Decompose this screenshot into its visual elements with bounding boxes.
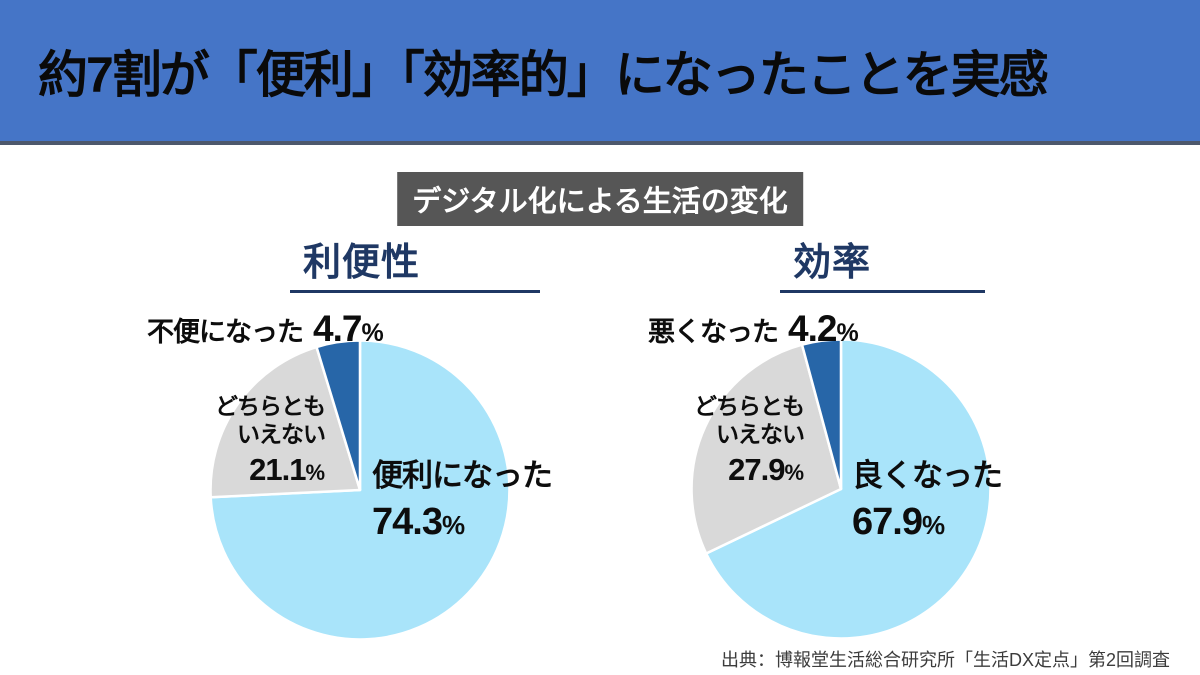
pie-slice: [690, 343, 843, 555]
percent-sign: %: [305, 460, 325, 485]
subtitle-badge: デジタル化による生活の変化: [397, 172, 803, 226]
positive-value: 74.3: [372, 500, 443, 543]
positive-label-text: 便利になった: [372, 458, 553, 493]
label-efficiency-neutral: どちらとも いえない 27.9%: [664, 392, 805, 488]
label-efficiency-positive: 良くなった 67.9%: [852, 458, 1003, 544]
positive-value: 67.9: [852, 500, 923, 543]
chart-title-convenience: 利便性: [290, 242, 540, 293]
negative-value: 4.2: [788, 308, 837, 349]
neutral-label-line1: どちらとも: [694, 393, 805, 419]
pie-slice: [209, 345, 362, 499]
neutral-label-line2: いえない: [716, 421, 805, 447]
negative-label-text: 悪くなった: [648, 317, 779, 347]
label-convenience-neutral: どちらとも いえない 21.1%: [185, 392, 326, 488]
pie-chart-efficiency: [690, 338, 992, 640]
percent-sign: %: [836, 319, 859, 347]
chart-title-efficiency: 効率: [780, 242, 985, 293]
pie-slice: [800, 338, 843, 491]
neutral-label-line1: どちらとも: [215, 393, 326, 419]
neutral-value: 21.1: [249, 452, 306, 487]
pie-slice: [315, 339, 362, 492]
neutral-label-line2: いえない: [237, 421, 326, 447]
header-banner: 約7割が「便利」「効率的」になったことを実感: [0, 0, 1200, 145]
label-convenience-negative: 不便になった 4.7%: [147, 308, 384, 350]
negative-value: 4.7: [313, 308, 362, 349]
label-convenience-positive: 便利になった 74.3%: [372, 458, 553, 544]
pie-chart-convenience: [209, 339, 511, 641]
subtitle-text: デジタル化による生活の変化: [412, 186, 788, 218]
page-title: 約7割が「便利」「効率的」になったことを実感: [38, 46, 1049, 103]
neutral-value: 27.9: [728, 452, 785, 487]
percent-sign: %: [361, 319, 384, 347]
negative-label-text: 不便になった: [147, 317, 304, 347]
percent-sign: %: [784, 460, 804, 485]
percent-sign: %: [921, 509, 946, 540]
source-note: 出典：博報堂生活総合研究所「生活DX定点」第2回調査: [720, 650, 1170, 670]
positive-label-text: 良くなった: [852, 458, 1003, 493]
pie-slice: [704, 338, 992, 640]
label-efficiency-negative: 悪くなった 4.2%: [648, 308, 859, 350]
percent-sign: %: [441, 509, 466, 540]
